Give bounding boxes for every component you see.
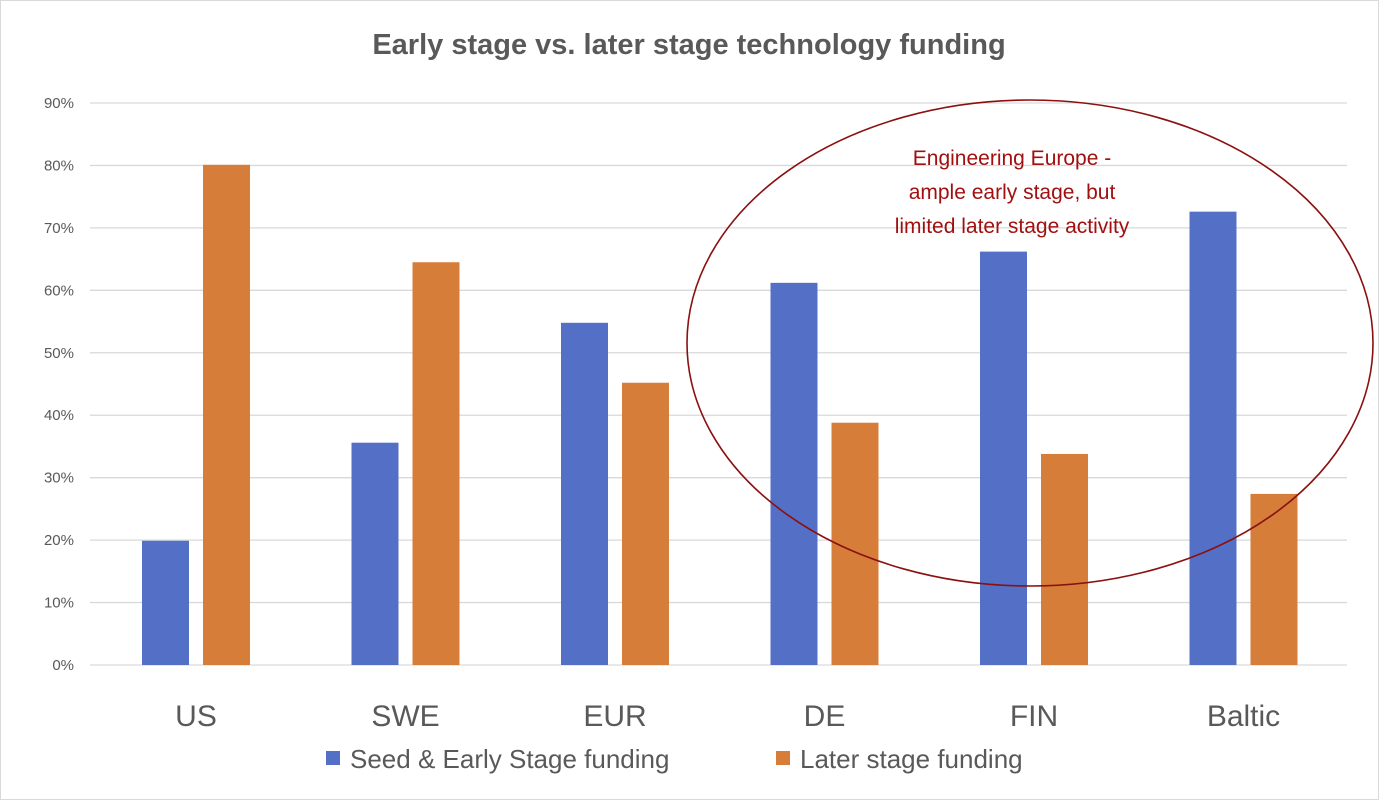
x-tick-label: FIN [1010,700,1058,733]
y-tick-label: 70% [44,220,74,237]
bar-later-baltic [1250,493,1298,665]
y-tick-label: 40% [44,407,74,424]
x-tick-label: US [175,700,217,733]
bar-seed-fin [980,251,1027,665]
chart-title: Early stage vs. later stage technology f… [372,29,1005,61]
y-tick-label: 60% [44,282,74,299]
bar-later-us [203,164,250,665]
bar-later-fin [1041,453,1088,665]
bar-seed-de [770,282,818,665]
annotation-ellipse [686,99,1374,587]
bar-seed-us [142,540,189,665]
x-tick-label: EUR [583,700,646,733]
bar-seed-swe [351,442,399,665]
bar-later-eur [622,382,669,665]
y-tick-label: 90% [44,95,74,112]
y-tick-label: 20% [44,532,74,549]
x-tick-label: DE [804,700,846,733]
y-tick-label: 80% [44,157,74,174]
y-tick-label: 50% [44,345,74,362]
annotation-text: ample early stage, but [909,181,1116,204]
x-tick-label: SWE [371,700,439,733]
y-tick-label: 10% [44,595,74,612]
legend-label: Later stage funding [800,744,1023,774]
legend-label: Seed & Early Stage funding [350,744,669,774]
bar-later-swe [412,262,460,665]
legend-swatch [776,751,790,765]
annotation-text: Engineering Europe - [913,147,1111,170]
bar-seed-eur [561,322,608,665]
x-tick-label: Baltic [1207,700,1280,733]
bar-seed-baltic [1189,211,1237,666]
y-tick-label: 30% [44,470,74,487]
bar-later-de [831,422,879,665]
legend-swatch [326,751,340,765]
y-tick-label: 0% [52,657,74,674]
annotation-text: limited later stage activity [895,215,1130,238]
